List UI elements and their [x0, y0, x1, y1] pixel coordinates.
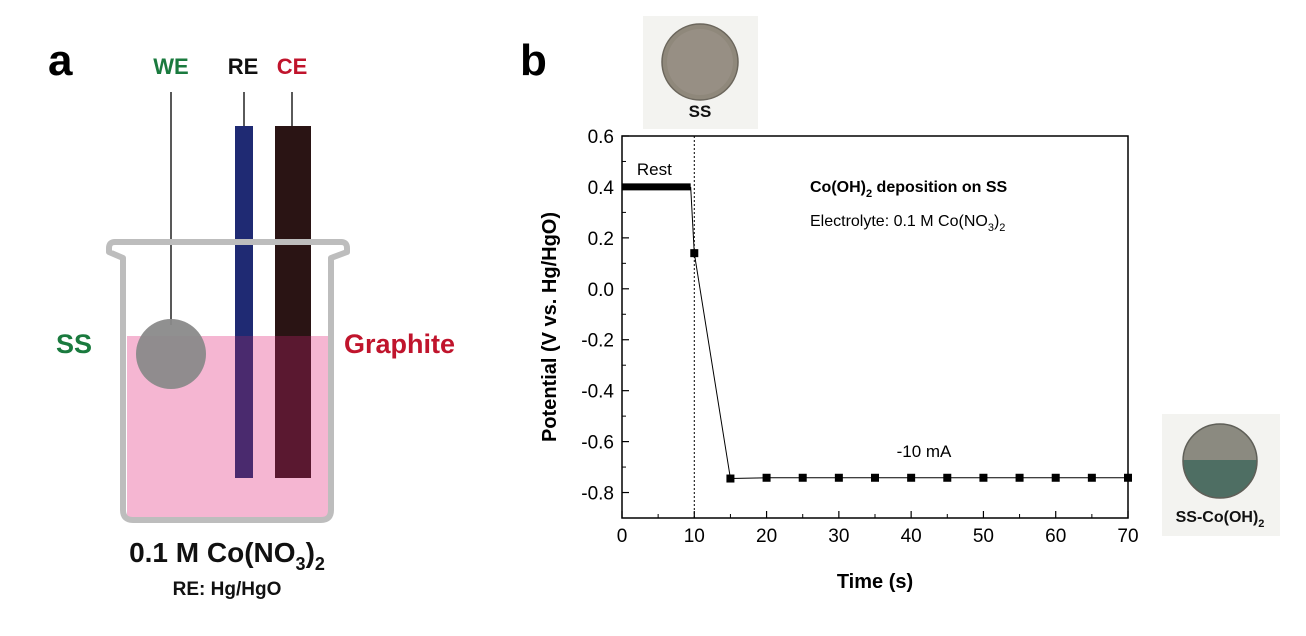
y-tick-label: -0.4: [581, 382, 614, 403]
photo-ss-coh-label: SS-Co(OH)2: [1176, 509, 1265, 530]
data-point: [762, 473, 771, 482]
electrolyte-close: ): [306, 537, 315, 568]
electrolyte-sub2: 2: [315, 554, 325, 574]
annotation-title-rest: deposition on SS: [872, 179, 1007, 196]
y-tick-label: 0.0: [588, 280, 614, 301]
photo-ss-disk-sheen: [667, 29, 733, 95]
ss-disk: [136, 319, 206, 389]
y-axis: 0.6 0.4 0.2 0.0 -0.2 -0.4 -0.6 -0.8: [581, 127, 629, 519]
data-point: [943, 473, 952, 482]
electrolyte-main: 0.1 M Co(NO: [129, 537, 295, 568]
data-point: [907, 473, 916, 482]
electrolyte-sub3: 3: [296, 554, 306, 574]
annotation-electrolyte-sub2: 2: [999, 222, 1005, 234]
re-rod: [235, 126, 253, 336]
data-point: [979, 473, 988, 482]
y-tick-label: -0.6: [581, 433, 614, 454]
panel-b-letter: b: [520, 36, 547, 85]
data-point: [798, 473, 807, 482]
graphite-label: Graphite: [344, 329, 455, 359]
annotation-electrolyte-sub1: 3: [988, 222, 994, 234]
annotation-electrolyte-close: ): [994, 213, 999, 230]
annotation-title-sub: 2: [866, 188, 872, 200]
data-point: [1087, 473, 1096, 482]
data-point: [690, 249, 699, 258]
rest-label: Rest: [637, 160, 672, 179]
y-tick-label: 0.2: [588, 229, 614, 250]
data-point: [726, 474, 735, 483]
photo-ss-label: SS: [689, 102, 712, 121]
x-tick-label: 40: [901, 526, 922, 547]
y-axis-title: Potential (V vs. Hg/HgO): [539, 212, 561, 442]
x-axis-title: Time (s): [837, 571, 913, 593]
annotation-title-main: Co(OH): [810, 179, 866, 196]
series-line: [690, 186, 1132, 483]
x-axis: 0 10 20 30 40 50 60 70: [617, 511, 1139, 547]
x-tick-label: 70: [1117, 526, 1138, 547]
data-point: [871, 473, 879, 482]
y-tick-label: -0.2: [581, 331, 614, 352]
ce-rod: [275, 126, 311, 336]
photo-ss-coh-sub: 2: [1258, 518, 1264, 530]
annotation-electrolyte: Electrolyte: 0.1 M Co(NO3)2: [810, 213, 1005, 234]
photo-ss-coh-main: SS-Co(OH): [1176, 509, 1259, 526]
beaker: [106, 239, 350, 523]
y-tick-label: -0.8: [581, 484, 614, 505]
panel-a-letter: a: [48, 36, 73, 85]
x-tick-label: 30: [828, 526, 849, 547]
reference-label: RE: Hg/HgO: [173, 579, 282, 600]
x-tick-label: 10: [684, 526, 705, 547]
data-point: [1124, 473, 1132, 482]
current-label: -10 mA: [897, 442, 952, 461]
electrolyte-label: 0.1 M Co(NO3)2: [129, 537, 325, 574]
annotation-electrolyte-main: Electrolyte: 0.1 M Co(NO: [810, 213, 988, 230]
ss-label: SS: [56, 329, 92, 359]
re-rod-submerged: [235, 336, 253, 478]
series-path: [690, 186, 1128, 480]
we-label: WE: [153, 54, 188, 79]
x-tick-label: 0: [617, 526, 628, 547]
y-tick-label: 0.6: [588, 127, 614, 148]
y-tick-label: 0.4: [588, 178, 615, 199]
photo-ss-coh-disk-rim: [1182, 423, 1258, 499]
data-point: [1015, 473, 1024, 482]
ce-label: CE: [277, 54, 308, 79]
data-point: [834, 473, 843, 482]
x-tick-label: 50: [973, 526, 994, 547]
cell-diagram: WE RE CE SS Graphite 0.1 M Co(NO3)2 RE: …: [56, 54, 455, 600]
annotation-title: Co(OH)2 deposition on SS: [810, 179, 1008, 200]
ce-rod-submerged: [275, 336, 311, 478]
re-label: RE: [228, 54, 259, 79]
data-point: [1051, 473, 1060, 482]
x-tick-label: 60: [1045, 526, 1066, 547]
x-tick-label: 20: [756, 526, 777, 547]
